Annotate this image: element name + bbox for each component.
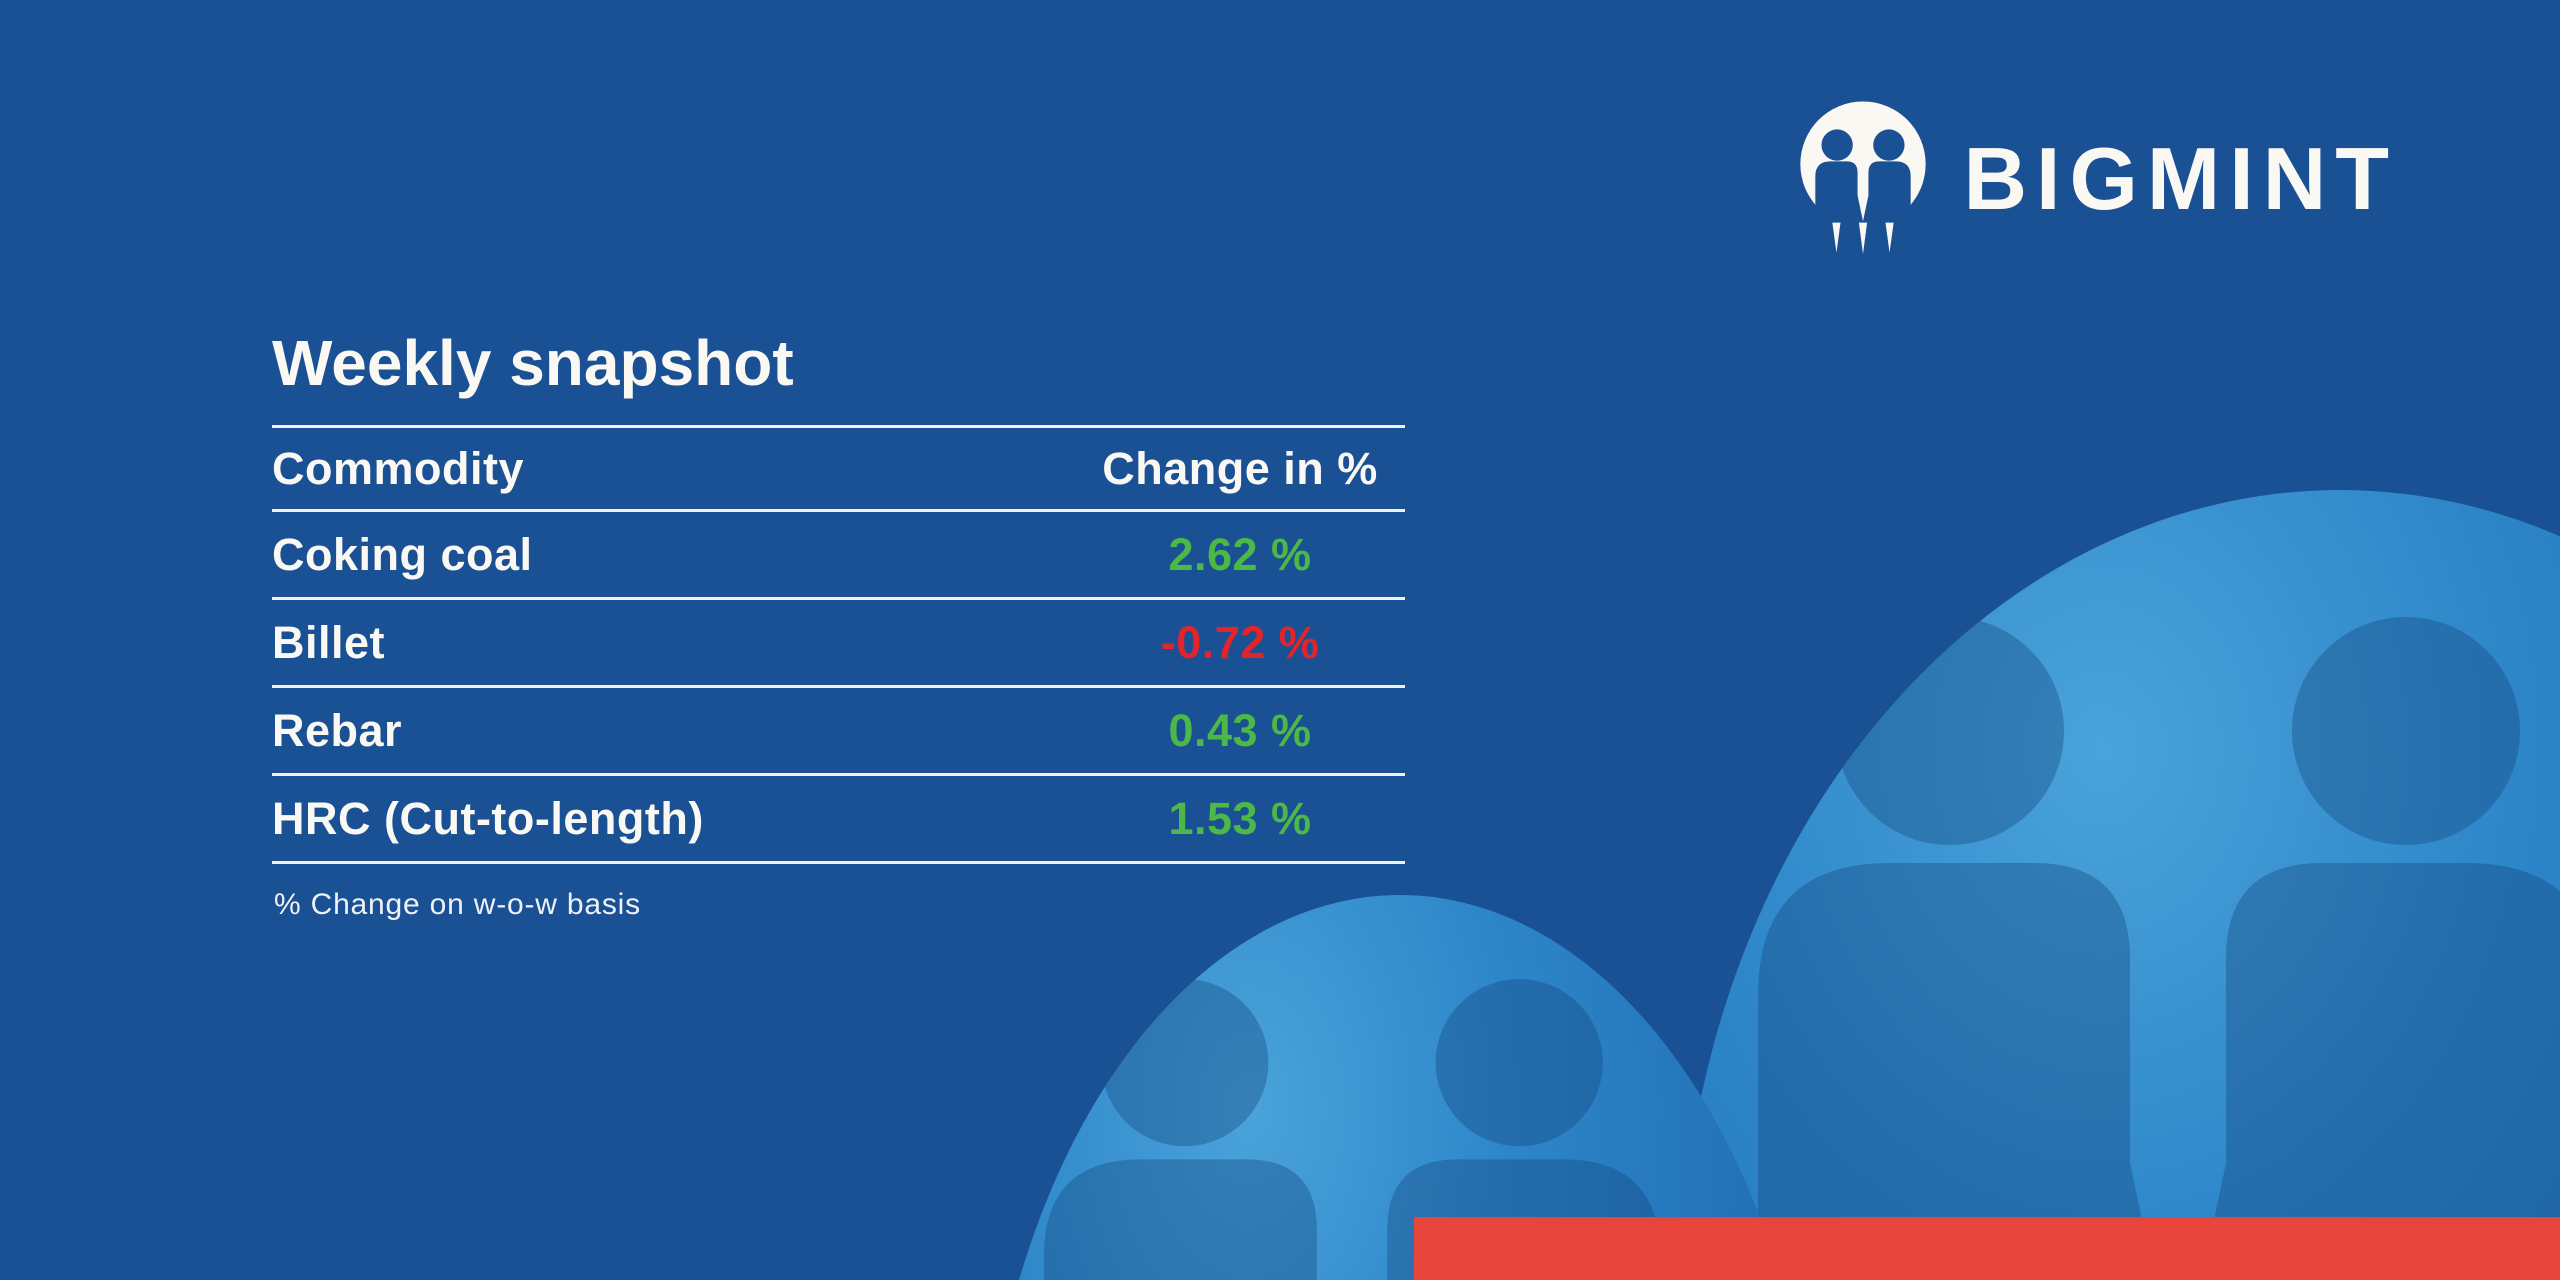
commodity-cell: Coking coal	[272, 528, 533, 580]
bigmint-logo-icon	[1800, 101, 1927, 254]
brand-name: BIGMINT	[1963, 129, 2398, 228]
commodity-cell: Billet	[272, 616, 386, 668]
table-row: Billet -0.72 %	[272, 600, 1405, 689]
sphere-large	[1680, 490, 2560, 1280]
sphere-small	[1019, 895, 1781, 1280]
snapshot-content: Weekly snapshot Commodity Change in % Co…	[272, 327, 1405, 922]
accent-bar	[1414, 1217, 2560, 1280]
page-title: Weekly snapshot	[272, 327, 794, 399]
brand-logo: BIGMINT	[1793, 96, 2398, 254]
commodity-cell: HRC (Cut-to-length)	[272, 792, 704, 844]
commodity-cell: Rebar	[272, 704, 403, 756]
table-row: HRC (Cut-to-length) 1.53 %	[272, 776, 1405, 865]
column-header-commodity: Commodity	[272, 442, 524, 494]
column-header-change: Change in %	[1102, 442, 1378, 494]
table-header-row: Commodity Change in %	[272, 428, 1405, 513]
change-cell: 1.53 %	[1168, 792, 1312, 844]
change-cell: 0.43 %	[1168, 704, 1312, 756]
change-cell: -0.72 %	[1160, 616, 1320, 668]
table-row: Coking coal 2.62 %	[272, 512, 1405, 601]
footnote: % Change on w-o-w basis	[274, 888, 641, 922]
change-cell: 2.62 %	[1168, 528, 1312, 580]
snapshot-table: Commodity Change in % Coking coal 2.62 % B…	[272, 425, 1405, 865]
table-row: Rebar 0.43 %	[272, 688, 1405, 777]
table-body: Coking coal 2.62 % Billet -0.72 % Rebar 0.43 …	[272, 512, 1405, 865]
